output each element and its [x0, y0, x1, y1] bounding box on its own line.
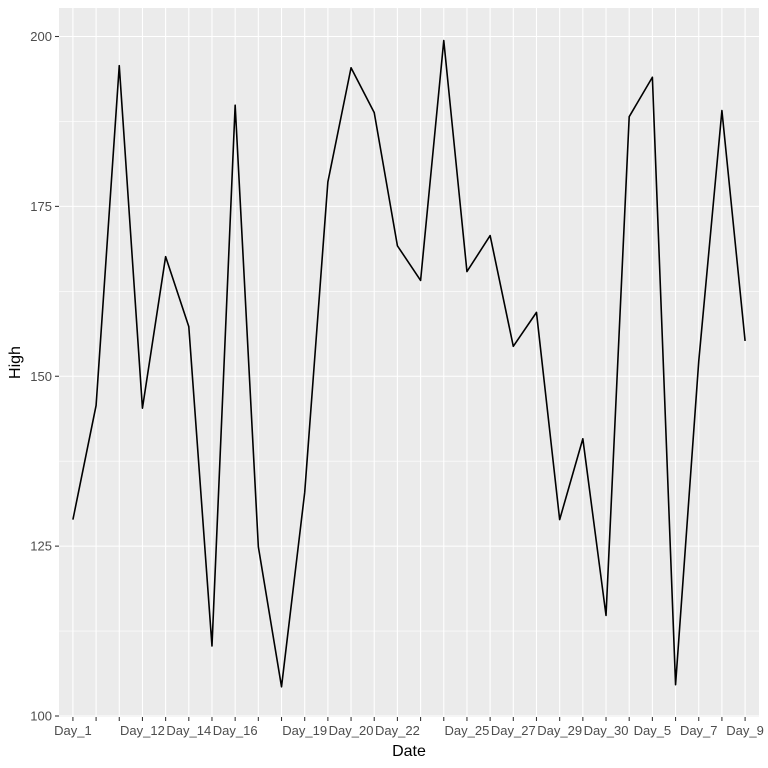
y-tick-label: 175	[30, 199, 52, 214]
y-tick-label: 150	[30, 369, 52, 384]
gridlines	[59, 8, 759, 717]
x-tick-label: Day_29	[537, 723, 582, 738]
y-tick-label: 200	[30, 29, 52, 44]
y-axis: 100 125 150 175 200	[30, 29, 59, 724]
x-tick-label: Day_20	[329, 723, 374, 738]
y-axis-title: High	[7, 346, 24, 379]
x-tick-label: Day_16	[213, 723, 258, 738]
x-tick-label: Day_7	[680, 723, 718, 738]
x-tick-label: Day_1	[54, 723, 92, 738]
y-tick-label: 100	[30, 709, 52, 724]
plot-panel	[59, 8, 759, 717]
y-tick-label: 125	[30, 539, 52, 554]
x-tick-label: Day_5	[634, 723, 672, 738]
x-tick-label: Day_27	[491, 723, 536, 738]
x-tick-label: Day_12	[120, 723, 165, 738]
x-axis-title: Date	[392, 743, 426, 760]
x-tick-label: Day_14	[166, 723, 211, 738]
x-tick-label: Day_22	[375, 723, 420, 738]
x-tick-label: Day_25	[445, 723, 490, 738]
x-tick-label: Day_9	[726, 723, 764, 738]
x-tick-label: Day_19	[282, 723, 327, 738]
x-axis: Day_1 Day_12 Day_14 Day_16 Day_19 Day_20 Day_2…	[54, 717, 764, 738]
series-line	[72, 39, 746, 688]
x-tick-label: Day_30	[584, 723, 629, 738]
